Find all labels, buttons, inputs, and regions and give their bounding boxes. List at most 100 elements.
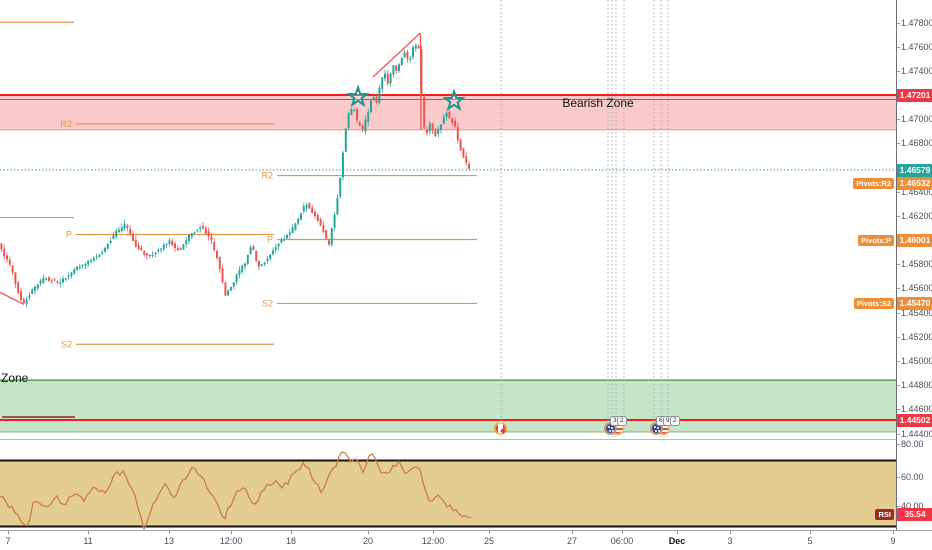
time-tick-mark [572,531,573,534]
pivot-label-r2: R2 [60,119,72,129]
price-tick-label: 60.00 [901,472,924,482]
time-tick-label: 5 [807,536,813,546]
pane-separator[interactable] [0,439,896,440]
axis-pill-pivots-p: Pivots:P [857,234,894,246]
time-tick-label: 9 [890,536,896,546]
price-tick-label: 1.45400 [901,308,932,318]
axis-pill-pivots-s2: Pivots:S2 [853,297,894,309]
time-tick-mark [730,531,731,534]
price-tick-mark [897,337,900,338]
price-badge: 1.46001 [897,233,932,247]
price-badge: 35.54 [897,507,932,521]
price-tick-label: 1.46200 [901,211,932,221]
time-tick-label: 11 [83,536,93,546]
price-tick-mark [897,216,900,217]
price-tick-mark [897,409,900,410]
trendline-drawing[interactable] [0,291,25,305]
price-tick-label: 40.00 [901,501,924,511]
time-tick-mark [88,531,89,534]
session-lines [500,0,669,437]
canada-flag-icon [494,422,507,435]
time-tick-mark [291,531,292,534]
price-badge: 1.44502 [897,413,932,427]
price-tick-label: 1.44600 [901,404,932,414]
star-marker[interactable] [442,88,466,112]
price-tick-label: 1.47000 [901,114,932,124]
time-tick-label: 7 [5,536,11,546]
time-tick-label: 18 [285,536,297,546]
bullish-zone [0,379,896,433]
pivot-label-p: P [267,234,273,244]
bullish-zone-label: Zone [1,371,29,385]
price-badge: 1.47201 [897,88,932,102]
price-badge: 1.45470 [897,296,932,310]
pivot-label-r2: R2 [261,171,273,181]
trendline-drawing[interactable] [372,32,421,78]
price-pane[interactable]: R2 P S2 R2 P S2 [0,0,896,441]
star-marker[interactable] [346,84,370,108]
price-tick-mark [897,361,900,362]
time-tick-mark [231,531,232,534]
price-tick-label: 1.46800 [901,138,932,148]
time-tick-label: 06:00 [610,536,634,546]
price-tick-label: 80.00 [901,439,924,449]
price-tick-mark [897,444,900,445]
price-tick-label: 1.45600 [901,283,932,293]
price-tick-label: 1.47400 [901,66,932,76]
economic-event-marker[interactable] [494,421,520,437]
time-tick-mark [622,531,623,534]
price-tick-label: 1.47600 [901,42,932,52]
time-tick-mark [8,531,9,534]
trendline-drawing[interactable] [419,33,422,130]
pivot-label-s2: S2 [262,298,273,308]
time-tick-label: 20 [362,536,374,546]
price-tick-mark [897,288,900,289]
price-tick-mark [897,385,900,386]
rsi-pane[interactable] [0,439,896,530]
pivot-label-s2: S2 [61,339,72,349]
axis-pill-rsi: RSI [875,508,894,520]
rsi-line [0,451,471,530]
price-badge: 1.46532 [897,176,932,190]
axis-pill-pivots-r2: Pivots:R2 [853,177,894,189]
price-tick-label: 1.44400 [901,429,932,439]
price-tick-mark [897,434,900,435]
time-tick-mark [368,531,369,534]
time-tick-label: Dec [668,536,686,546]
price-tick-label: 1.44800 [901,380,932,390]
price-tick-mark [897,47,900,48]
price-tick-mark [897,313,900,314]
event-count-badge: 2 [670,416,680,426]
bearish-zone-label: Bearish Zone [562,96,634,110]
price-tick-mark [897,23,900,24]
price-tick-mark [897,192,900,193]
time-tick-mark [810,531,811,534]
time-tick-label: 3 [727,536,733,546]
price-tick-label: 1.45000 [901,356,932,366]
price-tick-mark [897,119,900,120]
price-tick-label: 1.47800 [901,18,932,28]
pivot-label-p: P [66,230,72,240]
time-tick-label: 25 [483,536,495,546]
time-tick-label: 27 [566,536,578,546]
price-tick-mark [897,143,900,144]
price-tick-mark [897,71,900,72]
price-tick-label: 1.45800 [901,259,932,269]
price-badge: 1.46579 [897,163,932,177]
pivot-lines: R2 P S2 R2 P S2 [0,21,477,349]
price-tick-label: 1.46400 [901,187,932,197]
time-axis[interactable]: 7 11 13 12:00 18 20 12:00 25 27 06:00 Dec 3 5 9 [0,530,932,550]
event-count-badge: 2 [617,416,627,426]
time-tick-label: 12:00 [421,536,445,546]
price-axis[interactable]: 1.47800 1.47600 1.47400 1.47000 1.46800 1.464… [896,0,932,550]
maple-leaf-icon [499,427,506,434]
time-tick-mark [169,531,170,534]
price-tick-mark [897,506,900,507]
time-tick-label: 12:00 [219,536,243,546]
price-tick-label: 1.45200 [901,332,932,342]
time-tick-mark [489,531,490,534]
time-tick-label: 13 [163,536,175,546]
